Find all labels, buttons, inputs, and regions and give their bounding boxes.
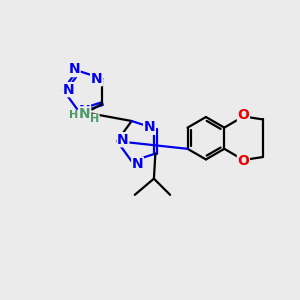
Text: N: N [68,62,80,76]
Text: N: N [79,104,90,118]
Text: N: N [117,133,129,147]
Text: H: H [90,114,99,124]
Text: O: O [238,154,249,169]
Text: O: O [238,108,249,122]
Text: N: N [63,82,74,97]
Text: N: N [79,107,91,121]
Text: N: N [132,157,143,171]
Text: N: N [91,72,102,86]
Text: N: N [144,120,155,134]
Text: H: H [69,110,78,120]
